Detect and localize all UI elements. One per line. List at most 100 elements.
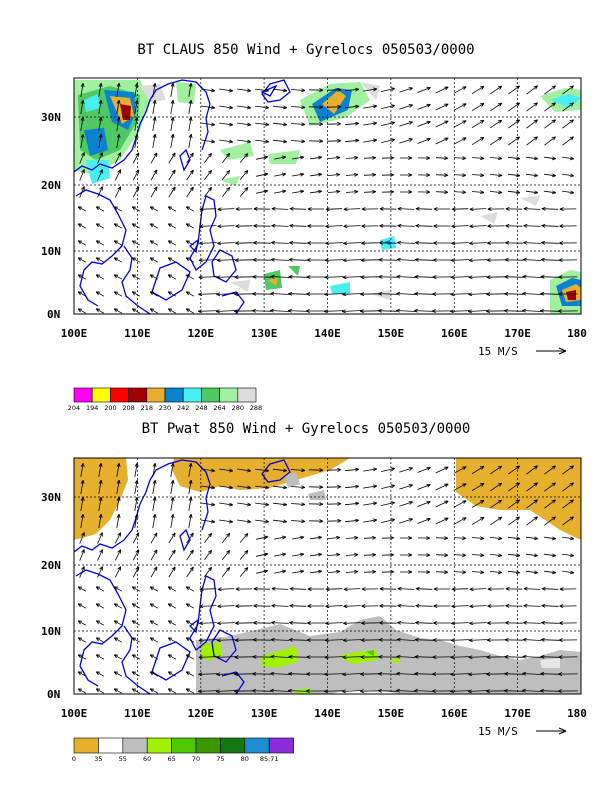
wind-vector bbox=[252, 654, 272, 659]
wind-vector bbox=[471, 499, 485, 509]
wind-vector bbox=[399, 87, 413, 93]
wind-vector bbox=[77, 223, 87, 229]
wind-vector bbox=[360, 258, 380, 262]
wind-vector bbox=[306, 258, 326, 262]
wind-vector bbox=[450, 638, 470, 643]
bottom-wind-vectors bbox=[77, 462, 578, 694]
wind-vector bbox=[201, 502, 216, 507]
wind-vector bbox=[544, 553, 557, 558]
wind-vector bbox=[343, 587, 361, 592]
wind-vector bbox=[201, 468, 216, 473]
wind-vector bbox=[379, 223, 397, 228]
wind-vector bbox=[523, 603, 541, 608]
wind-vector bbox=[204, 532, 212, 544]
wind-vector bbox=[435, 536, 449, 541]
wind-vector bbox=[381, 104, 396, 109]
wind-vector bbox=[186, 566, 194, 578]
wind-vector bbox=[324, 638, 344, 643]
wind-vector bbox=[468, 275, 488, 280]
wind-vector bbox=[288, 257, 308, 262]
wind-vector bbox=[185, 637, 195, 643]
wind-vector bbox=[256, 189, 269, 194]
wind-vector bbox=[327, 552, 341, 557]
top-wind-vectors bbox=[77, 82, 578, 314]
wind-vector bbox=[95, 654, 105, 660]
wind-vector bbox=[152, 133, 157, 148]
wind-vector bbox=[559, 587, 577, 591]
wind-vector bbox=[399, 104, 413, 110]
wind-vector bbox=[253, 586, 271, 591]
wind-vector bbox=[290, 139, 306, 144]
wind-vector bbox=[507, 570, 521, 575]
wind-vector bbox=[432, 292, 452, 296]
wind-vector bbox=[324, 672, 344, 677]
wind-vector bbox=[188, 462, 193, 477]
wind-vector bbox=[256, 535, 269, 540]
wind-vector bbox=[149, 223, 159, 229]
wind-vector bbox=[113, 637, 123, 643]
wind-vector bbox=[253, 223, 271, 228]
wind-vector bbox=[417, 190, 431, 194]
wind-vector bbox=[453, 517, 467, 525]
wind-vector bbox=[562, 465, 574, 475]
wind-vector bbox=[381, 467, 396, 472]
wind-vector bbox=[188, 116, 193, 131]
wind-vector bbox=[415, 603, 433, 608]
wind-vector bbox=[185, 223, 195, 229]
wind-vector bbox=[95, 308, 105, 314]
wind-vector bbox=[219, 468, 234, 473]
wind-vector bbox=[451, 604, 469, 609]
colorbar-label: 208 bbox=[122, 404, 134, 412]
wind-vector bbox=[433, 241, 451, 245]
wind-vector bbox=[504, 274, 524, 279]
wind-vector bbox=[378, 654, 398, 659]
wind-vector bbox=[307, 241, 325, 245]
wind-vector bbox=[507, 190, 521, 195]
wind-vector bbox=[167, 240, 177, 246]
wind-vector bbox=[344, 501, 360, 506]
wind-vector bbox=[505, 223, 523, 228]
wind-vector bbox=[363, 518, 378, 523]
wind-vector bbox=[453, 553, 467, 558]
wind-vector bbox=[453, 570, 467, 575]
wind-vector bbox=[255, 468, 270, 473]
lon-label: 140E bbox=[314, 327, 341, 340]
wind-vector bbox=[558, 258, 578, 262]
wind-vector bbox=[234, 638, 254, 643]
wind-vector bbox=[505, 620, 523, 625]
wind-vector bbox=[290, 122, 306, 127]
wind-vector bbox=[270, 637, 290, 642]
wind-vector bbox=[167, 603, 177, 609]
wind-vector bbox=[544, 536, 557, 541]
wind-vector bbox=[467, 309, 488, 314]
colorbar-label: 200 bbox=[104, 404, 116, 412]
wind-vector bbox=[310, 569, 323, 574]
wind-vector bbox=[326, 104, 342, 109]
wind-vector bbox=[544, 465, 556, 475]
wind-vector bbox=[307, 587, 325, 591]
wind-vector bbox=[113, 274, 123, 280]
wind-vector bbox=[363, 138, 378, 143]
wind-vector bbox=[505, 586, 523, 591]
wind-vector bbox=[562, 173, 575, 178]
wind-vector bbox=[414, 671, 434, 676]
wind-vector bbox=[522, 291, 542, 296]
wind-vector bbox=[198, 292, 218, 297]
wind-vector bbox=[381, 553, 395, 557]
wind-vector bbox=[167, 586, 177, 592]
wind-vector bbox=[449, 689, 470, 694]
wind-vector bbox=[170, 513, 175, 528]
colorbar-swatch bbox=[98, 737, 124, 754]
wind-vector bbox=[487, 241, 505, 245]
wind-vector bbox=[325, 604, 343, 609]
wind-vector bbox=[486, 672, 506, 677]
wind-vector bbox=[77, 308, 87, 314]
wind-vector bbox=[113, 671, 123, 677]
wind-vector bbox=[290, 502, 306, 507]
lon-label: 160E bbox=[441, 707, 468, 720]
wind-vector bbox=[114, 186, 122, 198]
wind-vector bbox=[544, 570, 557, 575]
wind-vector bbox=[325, 241, 343, 246]
colorbar-swatch bbox=[182, 387, 202, 403]
lon-label: 120E bbox=[188, 327, 215, 340]
